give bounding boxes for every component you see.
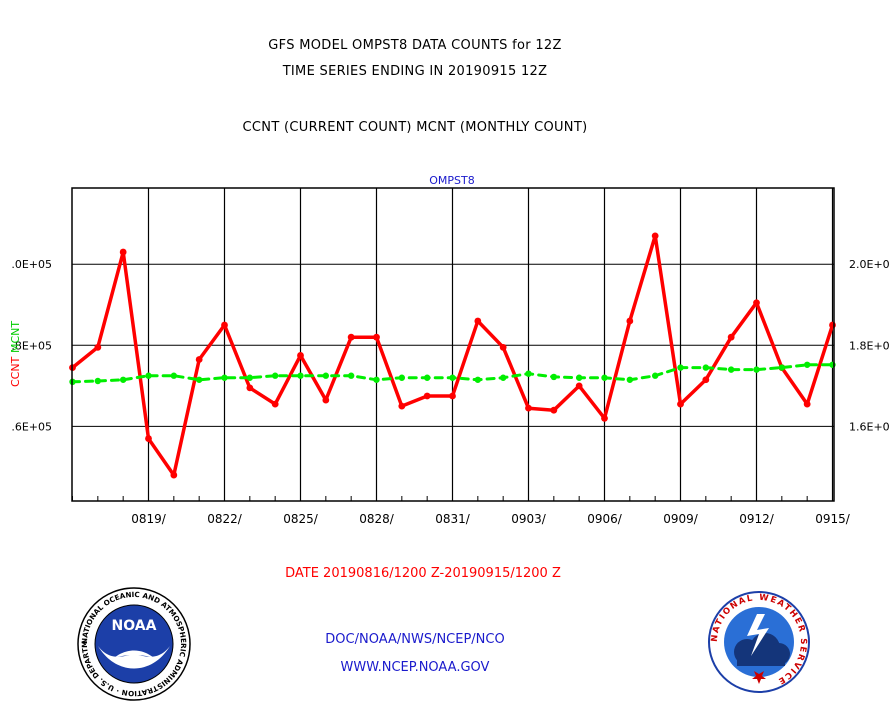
series-layer bbox=[69, 232, 836, 479]
data-point-ccnt bbox=[829, 321, 836, 329]
chart-title-line1: GFS MODEL OMPST8 DATA COUNTS for 12Z bbox=[268, 38, 562, 53]
data-point-ccnt bbox=[373, 333, 380, 341]
data-point-ccnt bbox=[702, 376, 710, 384]
x-tick-label: 0906/ bbox=[587, 512, 623, 526]
data-point-mcnt bbox=[575, 374, 583, 381]
data-point-ccnt bbox=[626, 317, 634, 325]
data-point-mcnt bbox=[170, 372, 178, 379]
data-point-mcnt bbox=[651, 372, 659, 379]
data-point-mcnt bbox=[778, 364, 786, 371]
x-tick-label: 0912/ bbox=[739, 512, 775, 526]
data-point-mcnt bbox=[322, 372, 330, 379]
data-point-ccnt bbox=[575, 382, 583, 390]
data-point-mcnt bbox=[525, 370, 532, 377]
data-point-ccnt bbox=[423, 392, 431, 400]
x-tick-label: 0831/ bbox=[435, 512, 471, 526]
data-point-ccnt bbox=[94, 343, 102, 351]
y-left-tick-label: .6E+05 bbox=[11, 420, 52, 433]
nws-logo: NATIONAL WEATHER SERVICE bbox=[708, 591, 810, 693]
y-axis-label-ccnt: CCNT bbox=[9, 356, 22, 387]
data-point-ccnt bbox=[398, 402, 406, 410]
chart-subtitle: CCNT (CURRENT COUNT) MCNT (MONTHLY COUNT… bbox=[242, 120, 588, 135]
data-point-ccnt bbox=[145, 435, 152, 442]
data-point-mcnt bbox=[474, 376, 482, 383]
grid-lines bbox=[72, 188, 834, 501]
y-right-tick-label: 1.6E+0 bbox=[849, 420, 890, 433]
data-point-ccnt bbox=[525, 404, 532, 412]
data-point-mcnt bbox=[373, 376, 380, 383]
data-point-ccnt bbox=[803, 400, 811, 408]
data-point-ccnt bbox=[221, 321, 228, 329]
data-point-mcnt bbox=[499, 374, 507, 381]
data-point-ccnt bbox=[119, 248, 127, 256]
data-point-mcnt bbox=[271, 372, 279, 379]
axis-tick-labels: .6E+05 .8E+05 .0E+05 1.6E+0 1.8E+0 2.0E+0 0819… bbox=[11, 258, 889, 526]
data-point-mcnt bbox=[347, 372, 355, 379]
data-point-ccnt bbox=[271, 400, 279, 408]
data-point-ccnt bbox=[753, 299, 760, 307]
data-point-mcnt bbox=[423, 374, 431, 381]
noaa-badge-text: NOAA bbox=[112, 618, 157, 634]
x-tick-label: 0828/ bbox=[359, 512, 395, 526]
data-point-ccnt bbox=[246, 384, 254, 392]
chart-title-line2: TIME SERIES ENDING IN 20190915 12Z bbox=[282, 64, 548, 79]
data-point-ccnt bbox=[499, 343, 507, 351]
y-left-tick-label: .8E+05 bbox=[11, 339, 52, 352]
data-point-mcnt bbox=[550, 373, 558, 381]
website-link[interactable]: WWW.NCEP.NOAA.GOV bbox=[340, 660, 490, 675]
data-point-ccnt bbox=[651, 232, 659, 240]
noaa-logo: NATIONAL OCEANIC AND ATMOSPHERIC ADMINIS… bbox=[74, 584, 191, 701]
date-range-label: DATE 20190816/1200 Z-20190915/1200 Z bbox=[285, 566, 561, 581]
panel-title: OMPST8 bbox=[429, 174, 474, 187]
y-right-tick-label: 1.8E+0 bbox=[849, 339, 890, 352]
x-tick-label: 0822/ bbox=[207, 512, 243, 526]
data-point-mcnt bbox=[145, 372, 152, 379]
data-point-mcnt bbox=[398, 374, 406, 381]
data-point-ccnt bbox=[601, 414, 608, 422]
data-point-mcnt bbox=[753, 366, 760, 373]
data-point-ccnt bbox=[550, 406, 558, 414]
x-tick-label: 0903/ bbox=[511, 512, 547, 526]
x-tick-label: 0825/ bbox=[283, 512, 319, 526]
data-point-ccnt bbox=[449, 392, 456, 400]
data-point-mcnt bbox=[727, 366, 735, 373]
data-point-ccnt bbox=[474, 317, 482, 325]
y-left-tick-label: .0E+05 bbox=[11, 258, 52, 271]
data-point-ccnt bbox=[727, 333, 735, 341]
data-point-ccnt bbox=[347, 333, 355, 341]
plot-border bbox=[71, 187, 835, 502]
data-point-mcnt bbox=[94, 377, 102, 385]
x-tick-label: 0909/ bbox=[663, 512, 699, 526]
data-point-mcnt bbox=[119, 376, 127, 383]
data-point-ccnt bbox=[170, 471, 178, 479]
y-axis-label-mcnt: MCNT bbox=[9, 321, 22, 353]
data-point-ccnt bbox=[195, 356, 203, 363]
data-point-mcnt bbox=[702, 364, 710, 371]
data-point-mcnt bbox=[297, 372, 304, 379]
data-point-mcnt bbox=[221, 374, 228, 381]
data-point-mcnt bbox=[449, 374, 456, 381]
data-point-mcnt bbox=[195, 376, 203, 383]
data-point-mcnt bbox=[803, 361, 811, 368]
x-tick-label: 0819/ bbox=[131, 512, 167, 526]
data-point-ccnt bbox=[297, 352, 304, 359]
data-point-mcnt bbox=[677, 364, 684, 371]
data-point-ccnt bbox=[322, 396, 330, 404]
data-point-mcnt bbox=[626, 376, 634, 383]
x-tick-label: 0915/ bbox=[815, 512, 851, 526]
data-point-mcnt bbox=[246, 374, 254, 381]
data-point-mcnt bbox=[601, 374, 608, 381]
org-line: DOC/NOAA/NWS/NCEP/NCO bbox=[325, 632, 505, 647]
data-point-ccnt bbox=[677, 400, 684, 408]
y-right-tick-label: 2.0E+0 bbox=[849, 258, 890, 271]
time-series-chart: OMPST8 .6E+05 .8E+05 .0E+05 1.6E+0 1.8E+0 2.0… bbox=[9, 174, 890, 526]
